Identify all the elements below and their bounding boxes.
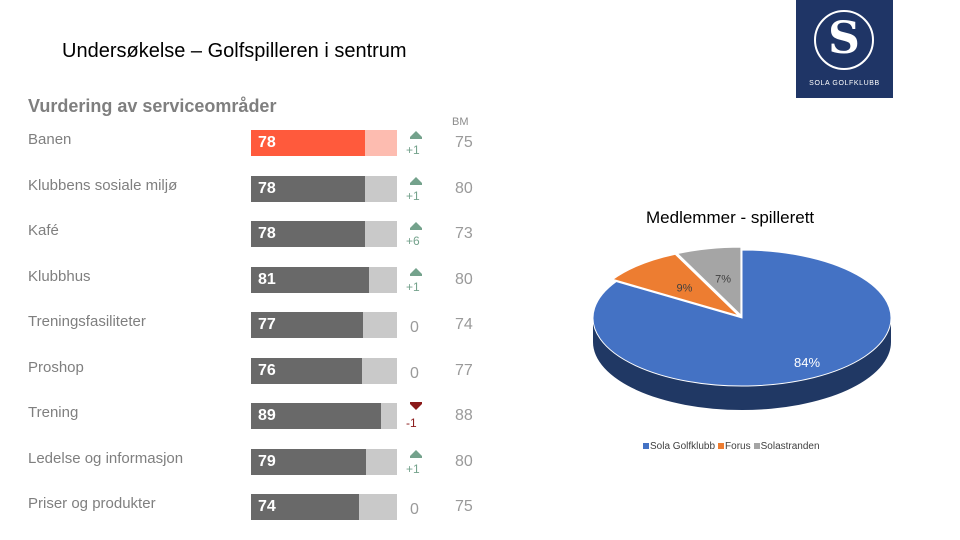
change-value: 0	[410, 319, 419, 336]
bar-track: 78	[251, 130, 397, 156]
benchmark-value: 80	[455, 179, 473, 197]
pie-data-label: 9%	[677, 283, 693, 295]
bar: 78	[251, 130, 365, 156]
service-chart-title: Vurdering av serviceområder	[28, 96, 277, 116]
pie-slice	[611, 253, 740, 317]
arrow-up-icon	[410, 449, 422, 458]
benchmark-header: BM	[452, 116, 469, 128]
row-label: Banen	[28, 131, 72, 148]
bar: 77	[251, 312, 364, 338]
arrow-down-icon	[410, 402, 422, 410]
row-label: Kafé	[28, 222, 59, 239]
change-value: -1	[406, 416, 417, 430]
bar-track: 89	[251, 403, 397, 429]
benchmark-value: 75	[455, 134, 473, 151]
pie-data-label: 7%	[715, 274, 731, 286]
legend-item: Solastranden	[753, 441, 820, 452]
row-label: Klubbens sosiale miljø	[28, 176, 178, 194]
pie-chart-title: Medlemmer - spillerett	[646, 208, 815, 227]
bar-track: 74	[251, 494, 397, 520]
bar-track: 78	[251, 175, 397, 202]
legend-item: Forus	[718, 441, 751, 452]
club-logo: S SOLA GOLFKLUBB	[796, 0, 893, 98]
legend-swatch	[753, 443, 760, 450]
trend-indicator: -1	[404, 402, 430, 440]
benchmark-value: 73	[455, 225, 473, 242]
bar: 78	[251, 221, 365, 247]
bar-value-label: 77	[258, 316, 276, 333]
row-label: Trening	[28, 404, 79, 421]
trend-indicator: 0	[404, 495, 430, 531]
trend-indicator: +1	[404, 176, 430, 213]
bar-track: 79	[251, 448, 397, 475]
pie-legend: Sola Golfklubb Forus Solastranden	[643, 441, 823, 452]
row-label: Proshop	[28, 358, 84, 376]
bar-value-label: 78	[258, 134, 276, 151]
trend-indicator: +1	[404, 267, 430, 304]
change-value: +1	[406, 461, 420, 476]
trend-indicator: +1	[404, 131, 430, 167]
legend-item: Sola Golfklubb	[643, 441, 715, 452]
benchmark-value: 80	[455, 452, 473, 470]
trend-indicator: 0	[404, 313, 430, 349]
arrow-up-icon	[410, 222, 422, 230]
bar-value-label: 76	[258, 361, 276, 379]
legend-label: Solastranden	[760, 441, 820, 452]
row-label: Treningsfasiliteter	[28, 313, 146, 330]
bar: 76	[251, 357, 362, 384]
arrow-up-icon	[410, 131, 422, 139]
legend-swatch	[643, 443, 649, 450]
bar-track: 76	[251, 357, 397, 384]
pie-slice	[592, 249, 892, 387]
legend-label: Forus	[725, 441, 751, 452]
legend-swatch	[718, 443, 725, 450]
pie-data-label: 84%	[794, 355, 820, 370]
bar-track: 81	[251, 266, 397, 293]
bar: 89	[251, 403, 381, 429]
logo-club-name: SOLA GOLFKLUBB	[809, 80, 880, 87]
bar: 81	[251, 266, 370, 293]
change-value: +6	[406, 234, 420, 248]
trend-indicator: +1	[404, 449, 430, 486]
arrow-up-icon	[410, 267, 422, 276]
bar-value-label: 81	[258, 270, 276, 288]
bar-track: 78	[251, 221, 397, 247]
arrow-up-icon	[410, 176, 422, 185]
bar: 74	[251, 494, 360, 520]
bar-value-label: 79	[258, 452, 276, 470]
benchmark-value: 80	[455, 270, 473, 288]
pie-slice-side	[593, 318, 891, 410]
benchmark-value: 88	[455, 407, 473, 424]
bar-value-label: 89	[258, 407, 276, 424]
change-value: 0	[410, 501, 419, 518]
bar-value-label: 78	[258, 225, 276, 242]
benchmark-value: 75	[455, 498, 473, 515]
change-value: +1	[406, 188, 420, 203]
membership-pie-chart: 84% 9% 7%	[592, 246, 892, 410]
trend-indicator: +6	[404, 222, 430, 258]
row-label: Priser og produkter	[28, 495, 156, 512]
change-value: 0	[410, 364, 419, 382]
row-label: Ledelse og informasjon	[28, 449, 184, 467]
trend-indicator: 0	[404, 359, 430, 395]
bar: 78	[251, 175, 365, 202]
change-value: +1	[406, 279, 420, 294]
bar-value-label: 74	[258, 498, 276, 515]
change-value: +1	[406, 143, 420, 157]
logo-monogram: S	[814, 10, 874, 70]
bar-track: 77	[251, 312, 397, 338]
benchmark-value: 74	[455, 316, 473, 333]
bar: 79	[251, 448, 367, 475]
row-label: Klubbhus	[28, 267, 91, 285]
slide-title: Undersøkelse – Golfspilleren i sentrum	[62, 40, 407, 62]
legend-label: Sola Golfklubb	[650, 441, 716, 452]
bar-value-label: 78	[258, 179, 276, 197]
benchmark-value: 77	[455, 361, 473, 379]
pie-slice	[676, 246, 742, 317]
